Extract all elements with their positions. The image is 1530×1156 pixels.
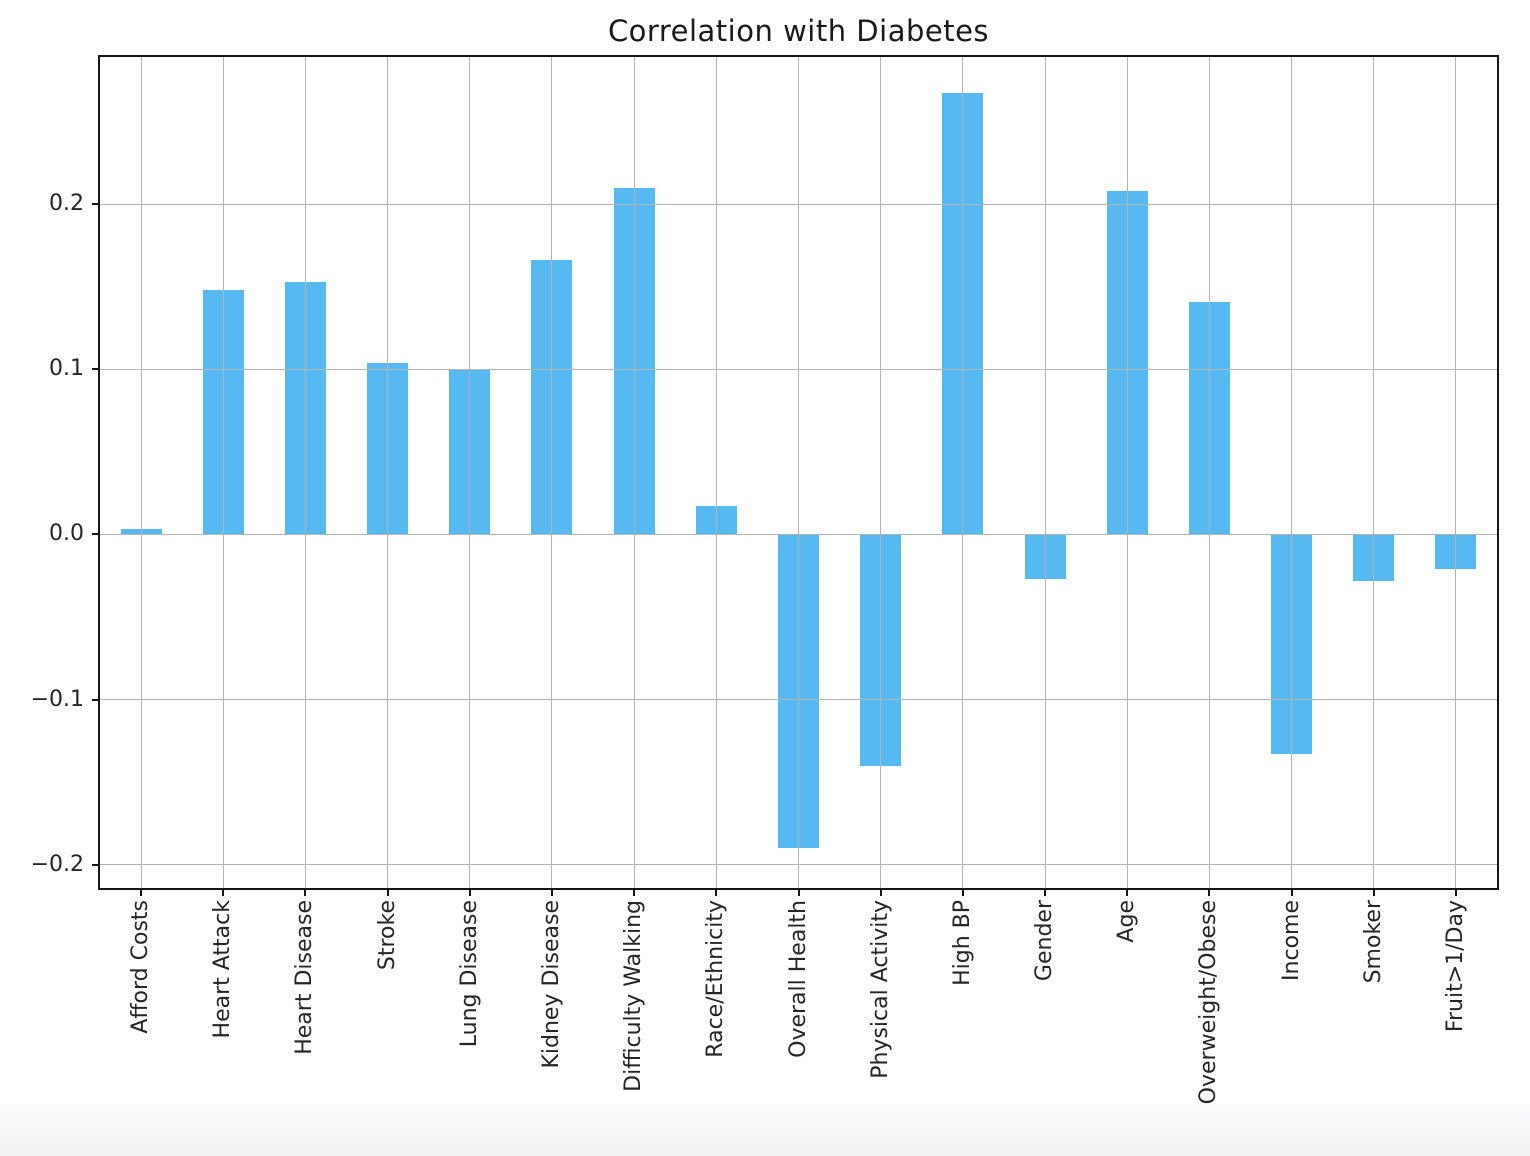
v-gridline <box>1126 57 1128 888</box>
v-gridline <box>1455 57 1457 888</box>
x-tick-label: Overweight/Obese <box>1196 900 1222 1105</box>
v-gridline <box>1044 57 1046 888</box>
x-tick-label: Smoker <box>1360 900 1386 984</box>
y-tick-label: −0.1 <box>30 686 84 712</box>
y-tick-label: 0.2 <box>49 191 84 217</box>
x-tick-mark <box>797 888 800 896</box>
x-tick-mark <box>386 888 389 896</box>
v-gridline <box>1373 57 1375 888</box>
v-gridline <box>140 57 142 888</box>
x-tick-mark <box>550 888 553 896</box>
x-tick-label: Income <box>1278 900 1304 981</box>
x-tick-mark <box>222 888 225 896</box>
x-tick-label: Overall Health <box>785 900 811 1058</box>
v-gridline <box>222 57 224 888</box>
x-tick-mark <box>304 888 307 896</box>
x-tick-label: Kidney Disease <box>538 900 564 1069</box>
x-tick-mark <box>961 888 964 896</box>
v-gridline <box>880 57 882 888</box>
v-gridline <box>633 57 635 888</box>
y-tick-mark <box>92 698 100 701</box>
x-tick-label: Race/Ethnicity <box>703 900 729 1058</box>
x-tick-mark <box>715 888 718 896</box>
y-tick-label: 0.1 <box>49 356 84 382</box>
v-gridline <box>551 57 553 888</box>
x-tick-mark <box>1044 888 1047 896</box>
v-gridline <box>798 57 799 888</box>
x-tick-label: Stroke <box>374 900 400 971</box>
v-gridline <box>304 57 306 888</box>
x-tick-label: High BP <box>949 900 975 986</box>
x-tick-label: Difficulty Walking <box>621 900 647 1092</box>
x-tick-mark <box>633 888 636 896</box>
x-tick-label: Heart Disease <box>292 900 318 1055</box>
x-tick-label: Gender <box>1032 900 1058 982</box>
y-tick-mark <box>92 863 100 866</box>
v-gridline <box>1291 57 1293 888</box>
x-tick-mark <box>1454 888 1457 896</box>
x-tick-label: Physical Activity <box>867 900 893 1079</box>
page-background-fade <box>0 1092 1530 1156</box>
v-gridline <box>469 57 471 888</box>
x-tick-mark <box>1208 888 1211 896</box>
y-tick-mark <box>92 203 100 206</box>
y-tick-mark <box>92 368 100 371</box>
x-tick-label: Heart Attack <box>210 900 236 1039</box>
y-tick-mark <box>92 533 100 536</box>
x-tick-mark <box>879 888 882 896</box>
x-tick-label: Lung Disease <box>456 900 482 1048</box>
x-tick-mark <box>468 888 471 896</box>
v-gridline <box>715 57 717 888</box>
v-gridline <box>962 57 964 888</box>
v-gridline <box>1208 57 1210 888</box>
v-gridline <box>387 57 389 888</box>
x-tick-mark <box>1372 888 1375 896</box>
x-tick-mark <box>140 888 143 896</box>
x-tick-mark <box>1126 888 1129 896</box>
x-tick-label: Afford Costs <box>128 900 154 1034</box>
y-tick-label: 0.0 <box>49 521 84 547</box>
x-tick-label: Fruit>1/Day <box>1442 900 1468 1033</box>
x-tick-label: Age <box>1114 900 1140 943</box>
chart-title: Correlation with Diabetes <box>607 14 990 48</box>
y-tick-label: −0.2 <box>30 851 84 877</box>
x-tick-mark <box>1290 888 1293 896</box>
